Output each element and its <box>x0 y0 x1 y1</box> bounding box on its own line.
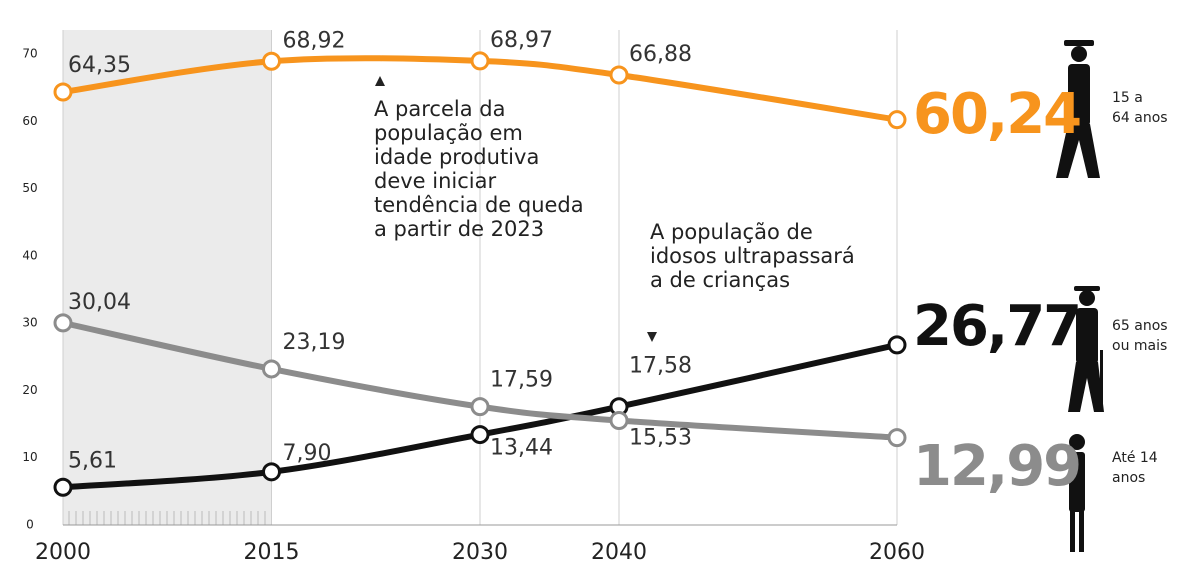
y-tick-label: 50 <box>22 181 37 195</box>
x-tick-label: 2060 <box>869 540 925 565</box>
value-label: 17,59 <box>490 368 553 393</box>
figure-adult <box>1056 40 1100 178</box>
value-label: 66,88 <box>629 42 692 67</box>
point <box>53 477 73 497</box>
value-label: 64,35 <box>68 53 131 78</box>
point <box>262 359 281 379</box>
point <box>887 335 907 355</box>
value-label: 13,44 <box>490 436 553 461</box>
point <box>887 428 907 448</box>
end-value-label: 60,24 <box>913 82 1080 147</box>
point <box>609 411 629 431</box>
legend-entry: 65 anos ou mais <box>1112 318 1168 354</box>
figure-elderly <box>1068 286 1104 412</box>
x-tick-label: 2000 <box>35 540 91 565</box>
value-label: 15,53 <box>629 426 692 451</box>
y-tick-label: 30 <box>22 316 37 330</box>
point <box>53 313 73 333</box>
y-tick-label: 40 <box>22 248 37 262</box>
y-tick-label: 0 <box>26 518 34 532</box>
value-label: 17,58 <box>629 354 692 379</box>
value-label: 23,19 <box>283 330 346 355</box>
x-tick-label: 2015 <box>244 540 300 565</box>
value-label: 30,04 <box>68 290 131 315</box>
value-label: 5,61 <box>68 448 117 473</box>
y-tick-label: 70 <box>22 47 37 61</box>
y-tick-label: 10 <box>22 450 37 464</box>
shade <box>63 30 272 525</box>
point <box>470 397 490 417</box>
point <box>262 51 281 71</box>
point <box>53 82 73 102</box>
point <box>262 462 281 482</box>
end-value-label: 26,77 <box>913 294 1080 359</box>
y-tick-label: 20 <box>22 383 37 397</box>
point <box>887 110 907 130</box>
legend-entry: 15 a 64 anos <box>1112 90 1168 126</box>
arrow-up <box>375 76 385 86</box>
arrow-down <box>647 332 657 342</box>
annotation: A população de idosos ultrapassará a de … <box>650 220 855 292</box>
x-tick-label: 2040 <box>591 540 647 565</box>
figure-child <box>1069 434 1085 552</box>
value-label: 7,90 <box>283 441 332 466</box>
annotation: A parcela da população em idade produtiv… <box>374 97 584 241</box>
x-tick-label: 2030 <box>452 540 508 565</box>
end-value-label: 12,99 <box>913 434 1080 499</box>
value-label: 68,92 <box>283 28 346 53</box>
point <box>470 51 490 71</box>
point <box>470 425 490 445</box>
point <box>609 65 629 85</box>
value-label: 68,97 <box>490 28 553 53</box>
legend-entry: Até 14 anos <box>1112 450 1158 486</box>
y-tick-label: 60 <box>22 114 37 128</box>
